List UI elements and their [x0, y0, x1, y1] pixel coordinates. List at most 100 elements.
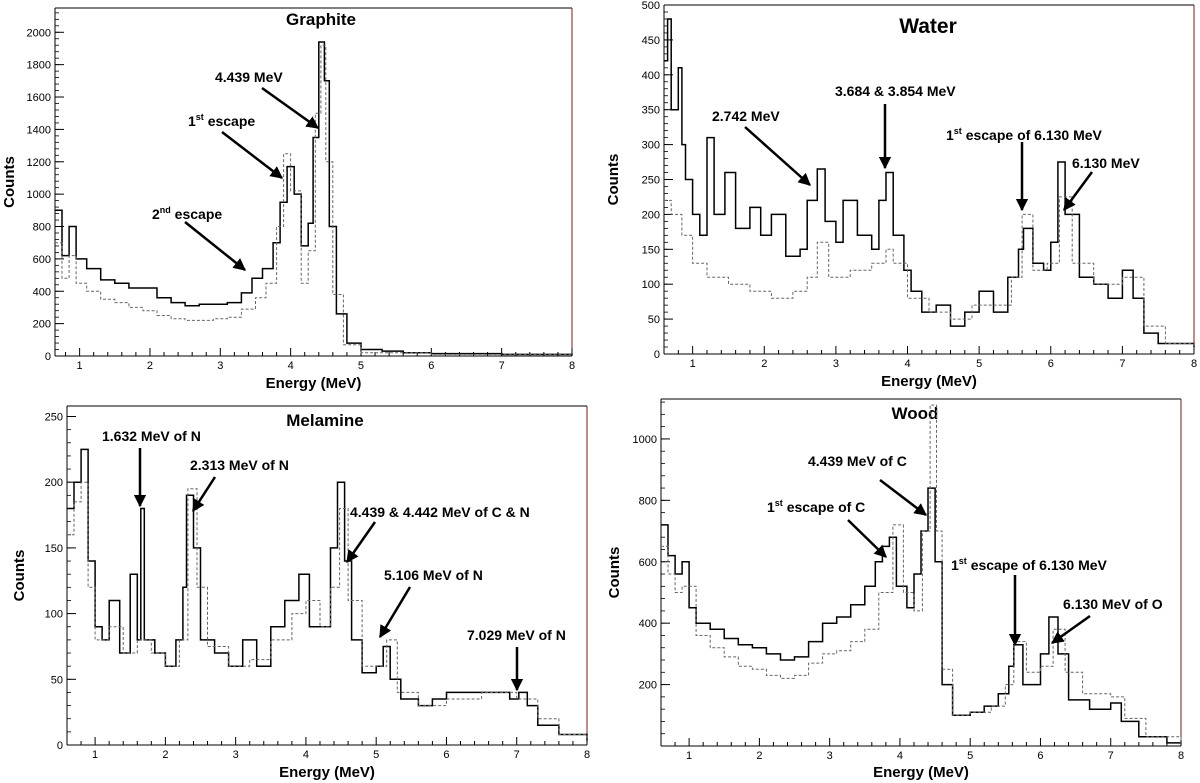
annotation-label: 3.684 & 3.854 MeV — [835, 83, 956, 99]
y-tick-label: 250 — [642, 175, 660, 187]
x-tick-label: 2 — [756, 750, 762, 762]
annotation-label: 1.632 MeV of N — [102, 428, 201, 444]
series-line-solid — [55, 41, 573, 356]
annotation-arrow — [1050, 614, 1091, 645]
y-tick-label: 0 — [654, 349, 660, 361]
annotation-arrow — [191, 476, 217, 513]
x-tick-label: 3 — [233, 749, 239, 761]
panel-title: Wood — [892, 404, 939, 423]
annotation-arrow — [345, 521, 377, 564]
x-tick-label: 4 — [303, 749, 309, 761]
x-tick-label: 1 — [92, 749, 98, 761]
y-tick-label: 600 — [639, 557, 657, 569]
series-line-dashed — [661, 404, 1182, 745]
annotation-label: 2.313 MeV of N — [190, 457, 289, 473]
x-tick-label: 4 — [904, 358, 910, 370]
y-tick-label: 350 — [642, 105, 660, 117]
x-tick-label: 5 — [373, 749, 379, 761]
x-tick-label: 7 — [499, 360, 505, 372]
y-tick-label: 600 — [33, 254, 51, 266]
x-tick-label: 5 — [976, 358, 982, 370]
annotation-arrow — [184, 221, 246, 271]
panel-title: Melamine — [286, 411, 363, 430]
y-tick-label: 200 — [45, 477, 63, 489]
y-tick-label: 50 — [51, 674, 63, 686]
y-tick-label: 100 — [45, 609, 63, 621]
annotation-arrow — [221, 131, 283, 179]
y-tick-label: 500 — [642, 0, 660, 12]
x-tick-label: 8 — [569, 360, 575, 372]
y-tick-label: 1200 — [27, 157, 51, 169]
y-tick-label: 50 — [648, 314, 660, 326]
panel-title: Graphite — [286, 10, 356, 29]
y-tick-label: 200 — [639, 680, 657, 692]
annotation-label: 7.029 MeV of N — [467, 627, 566, 643]
annotation-arrow — [1062, 171, 1094, 212]
y-tick-label: 150 — [45, 543, 63, 555]
x-tick-label: 2 — [761, 358, 767, 370]
annotation-label: 1st escape of 6.130 MeV — [951, 556, 1108, 573]
x-tick-label: 7 — [1119, 358, 1125, 370]
x-tick-label: 1 — [77, 360, 83, 372]
annotation-label: 6.130 MeV — [1072, 155, 1140, 171]
y-tick-label: 400 — [639, 618, 657, 630]
y-tick-label: 400 — [642, 70, 660, 82]
y-tick-label: 400 — [33, 286, 51, 298]
x-tick-label: 1 — [686, 750, 692, 762]
x-tick-label: 8 — [1178, 750, 1184, 762]
y-tick-label: 800 — [639, 495, 657, 507]
x-axis-title: Energy (MeV) — [279, 764, 375, 781]
x-tick-label: 6 — [1048, 358, 1054, 370]
series-line-solid — [67, 448, 588, 742]
annotation-label: 5.106 MeV of N — [384, 567, 483, 583]
y-tick-label: 150 — [642, 244, 660, 256]
x-tick-label: 6 — [1037, 750, 1043, 762]
annotation-arrow — [847, 519, 887, 558]
x-tick-label: 8 — [1191, 358, 1197, 370]
series-line-solid — [661, 487, 1182, 745]
x-tick-label: 4 — [897, 750, 903, 762]
annotation-label: 1st escape — [188, 112, 255, 129]
x-tick-label: 7 — [514, 749, 520, 761]
y-tick-label: 1600 — [27, 92, 51, 104]
annotation-label: 4.439 MeV of C — [808, 453, 907, 469]
x-tick-label: 6 — [443, 749, 449, 761]
annotation-label: 4.439 & 4.442 MeV of C & N — [350, 504, 530, 520]
y-tick-label: 0 — [57, 740, 63, 752]
annotation-arrow — [261, 86, 320, 130]
annotation-label: 2nd escape — [152, 205, 222, 222]
annotation-label: 4.439 MeV — [215, 69, 283, 85]
x-tick-label: 5 — [967, 750, 973, 762]
x-tick-label: 3 — [827, 750, 833, 762]
x-tick-label: 3 — [833, 358, 839, 370]
annotation-arrow — [378, 586, 412, 639]
y-axis-title: Counts — [11, 550, 28, 602]
y-tick-label: 300 — [642, 140, 660, 152]
y-axis-title: Counts — [1, 156, 18, 208]
annotation-label: 1st escape of 6.130 MeV — [946, 126, 1103, 143]
x-tick-label: 2 — [147, 360, 153, 372]
y-tick-label: 450 — [642, 35, 660, 47]
x-tick-label: 8 — [584, 749, 590, 761]
y-axis-title: Counts — [606, 547, 623, 599]
annotation-label: 2.742 MeV — [712, 108, 780, 124]
y-axis-title: Counts — [605, 154, 622, 206]
y-tick-label: 800 — [33, 222, 51, 234]
y-tick-label: 250 — [45, 412, 63, 424]
x-tick-label: 1 — [690, 358, 696, 370]
y-tick-label: 1000 — [27, 189, 51, 201]
x-axis-title: Energy (MeV) — [873, 764, 969, 781]
water-panel: 1 2 3 4 5 6 7 8 0 50 100 150 200 250 300 350 400 450 500 En… — [605, 0, 1197, 390]
y-tick-label: 1800 — [27, 60, 51, 72]
series-line-dashed — [55, 44, 573, 356]
wood-panel: 1 2 3 4 5 6 7 8 200 400 600 800 1000 Energy (MeV) Coun… — [606, 398, 1184, 781]
x-tick-label: 6 — [428, 360, 434, 372]
series-line-dashed — [664, 196, 1195, 347]
y-tick-label: 200 — [33, 319, 51, 331]
series-line-solid — [664, 18, 1195, 347]
annotation-arrow — [744, 126, 811, 186]
y-tick-label: 200 — [642, 209, 660, 221]
x-axis-title: Energy (MeV) — [266, 375, 362, 392]
annotation-label: 6.130 MeV of O — [1063, 596, 1163, 612]
